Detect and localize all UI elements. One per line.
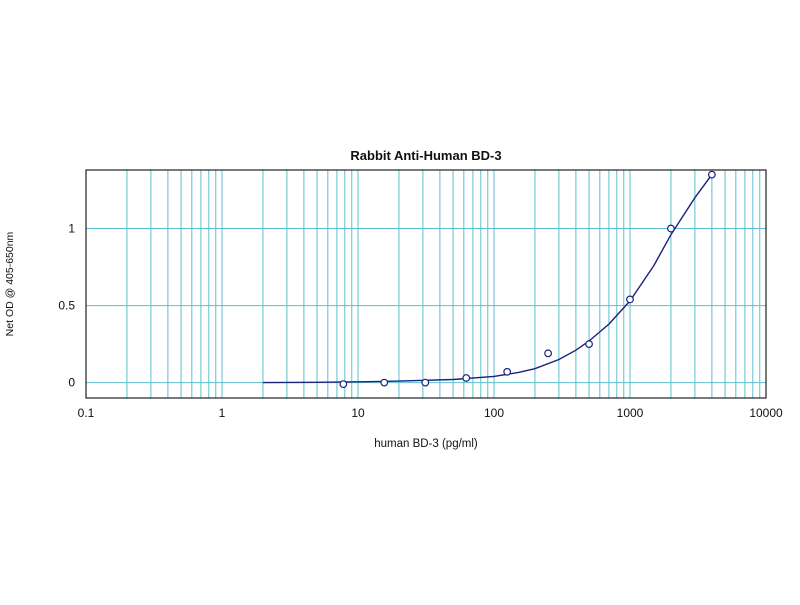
- grid-layer: [86, 170, 766, 398]
- y-tick-label: 0: [68, 376, 75, 390]
- y-tick-label: 1: [68, 222, 75, 236]
- x-tick-label: 10: [351, 406, 365, 420]
- data-point: [667, 224, 675, 233]
- chart-title: Rabbit Anti-Human BD-3: [350, 148, 501, 163]
- data-point: [544, 349, 553, 358]
- y-tick-labels: 00.51: [58, 222, 75, 390]
- data-point: [380, 378, 389, 387]
- data-point: [462, 374, 471, 382]
- data-point: [339, 380, 348, 389]
- data-point: [707, 170, 716, 179]
- x-tick-label: 1000: [617, 406, 644, 420]
- x-tick-label: 1: [219, 406, 226, 420]
- data-point: [585, 340, 593, 348]
- data-point: [421, 378, 430, 387]
- y-axis-label: Net OD @ 405-650nm: [4, 231, 16, 336]
- x-tick-label: 10000: [749, 406, 783, 420]
- x-tick-labels: 0.1 1 10 100 1000 10000: [78, 406, 783, 420]
- data-point: [503, 367, 512, 376]
- y-tick-label: 0.5: [58, 299, 75, 313]
- plot-frame: [85, 169, 767, 399]
- x-tick-label: 0.1: [78, 406, 95, 420]
- x-tick-label: 100: [484, 406, 504, 420]
- data-point: [626, 295, 634, 304]
- x-axis-label: human BD-3 (pg/ml): [374, 438, 478, 450]
- data-points-layer: [339, 170, 716, 389]
